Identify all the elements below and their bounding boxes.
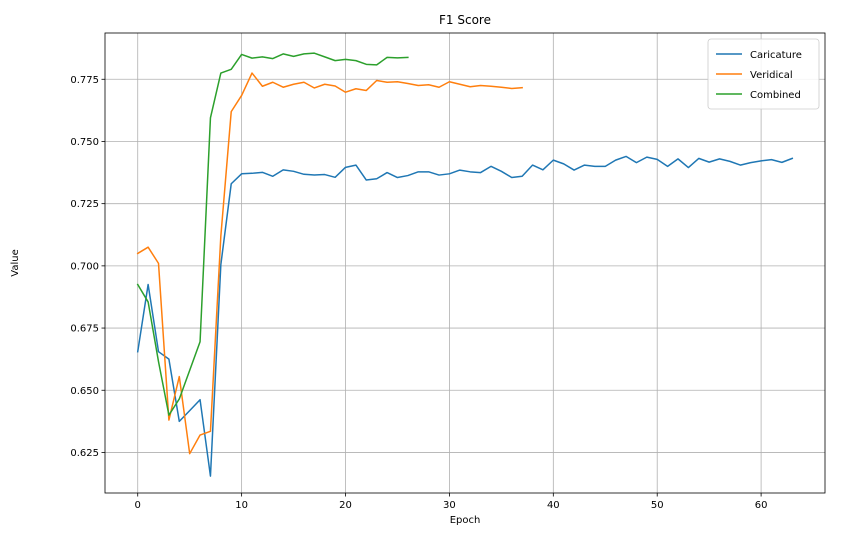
x-axis-title: Epoch	[450, 515, 481, 526]
legend-box	[707, 38, 820, 110]
y-tick-label: 0.775	[70, 75, 99, 86]
x-axis-ticks: 0 10 20 30 40 50 60	[135, 493, 768, 511]
x-tick-label: 0	[135, 500, 141, 511]
plot-frame	[104, 32, 826, 494]
y-tick-label: 0.625	[70, 448, 99, 459]
y-tick-label: 0.700	[70, 261, 99, 272]
grid	[105, 33, 825, 493]
x-tick-label: 30	[443, 500, 456, 511]
legend-label: Caricature	[750, 50, 802, 61]
series-line-veridical	[136, 72, 523, 455]
x-tick-label: 20	[339, 500, 352, 511]
series-layer	[136, 52, 794, 477]
legend-label: Combined	[750, 90, 801, 101]
chart-title: F1 Score	[439, 13, 491, 27]
x-tick-label: 60	[755, 500, 768, 511]
series-line-combined	[136, 52, 409, 416]
x-tick-label: 10	[235, 500, 248, 511]
y-tick-label: 0.650	[70, 386, 99, 397]
y-axis-ticks: 0.625 0.650 0.675 0.700 0.725 0.750 0.775	[70, 75, 105, 459]
y-tick-label: 0.675	[70, 324, 99, 335]
y-tick-label: 0.750	[70, 137, 99, 148]
legend: Caricature Veridical Combined	[707, 38, 820, 110]
y-axis-title: Value	[10, 249, 21, 276]
x-tick-label: 50	[651, 500, 664, 511]
x-tick-label: 40	[547, 500, 560, 511]
y-tick-label: 0.725	[70, 199, 99, 210]
legend-label: Veridical	[750, 70, 793, 81]
series-line-caricature	[136, 155, 794, 477]
